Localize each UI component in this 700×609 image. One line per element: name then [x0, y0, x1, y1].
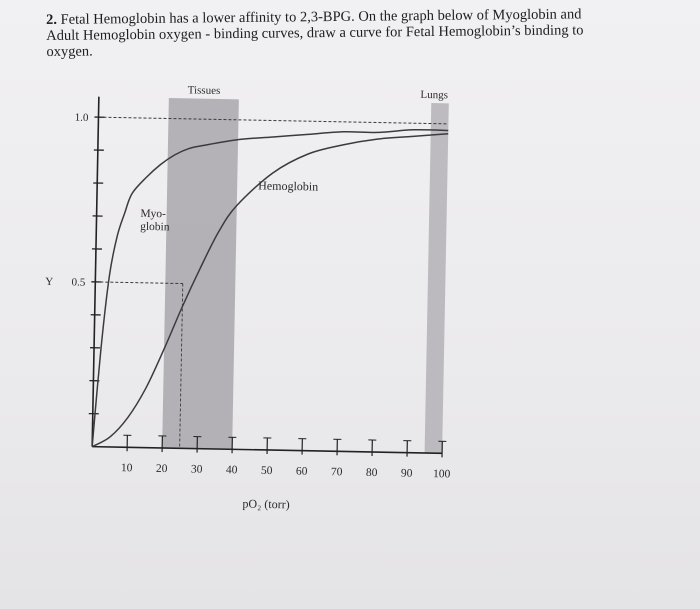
region-tissues [162, 98, 239, 450]
x-tick-label: 80 [366, 467, 378, 479]
x-tick-label: 100 [433, 468, 451, 480]
reference-line-1 [98, 116, 449, 125]
myoglobin-label-line: globin [140, 221, 170, 234]
myoglobin-label-line: Myo- [140, 208, 166, 220]
myoglobin-label: Myo-globin [140, 208, 170, 234]
x-tick-label: 50 [261, 465, 273, 477]
x-tick-label: 20 [156, 463, 168, 475]
x-tick-label: 30 [191, 464, 203, 476]
hemoglobin-curve [91, 133, 449, 448]
region-label-lungs: Lungs [420, 89, 448, 102]
x-tick-label: 40 [226, 464, 238, 476]
x-axis-label: pO₂ (torr) [242, 497, 289, 512]
myoglobin-curve [91, 128, 449, 447]
y-axis-label: Y [45, 276, 53, 288]
hemoglobin-label: Hemoglobin [258, 178, 318, 193]
y-tick-label: 1.0 [75, 112, 89, 124]
x-tick-label: 10 [121, 462, 133, 474]
reference-line-0-5 [95, 281, 183, 285]
y-axis [91, 96, 100, 447]
x-tick-label: 60 [296, 466, 308, 478]
region-lungs [424, 103, 449, 454]
guide-line-vertical [179, 283, 184, 449]
x-tick-label: 90 [401, 468, 413, 480]
region-label-tissues: Tissues [188, 84, 221, 97]
x-tick-label: 70 [331, 466, 343, 478]
y-tick-label: 0.5 [71, 276, 85, 288]
